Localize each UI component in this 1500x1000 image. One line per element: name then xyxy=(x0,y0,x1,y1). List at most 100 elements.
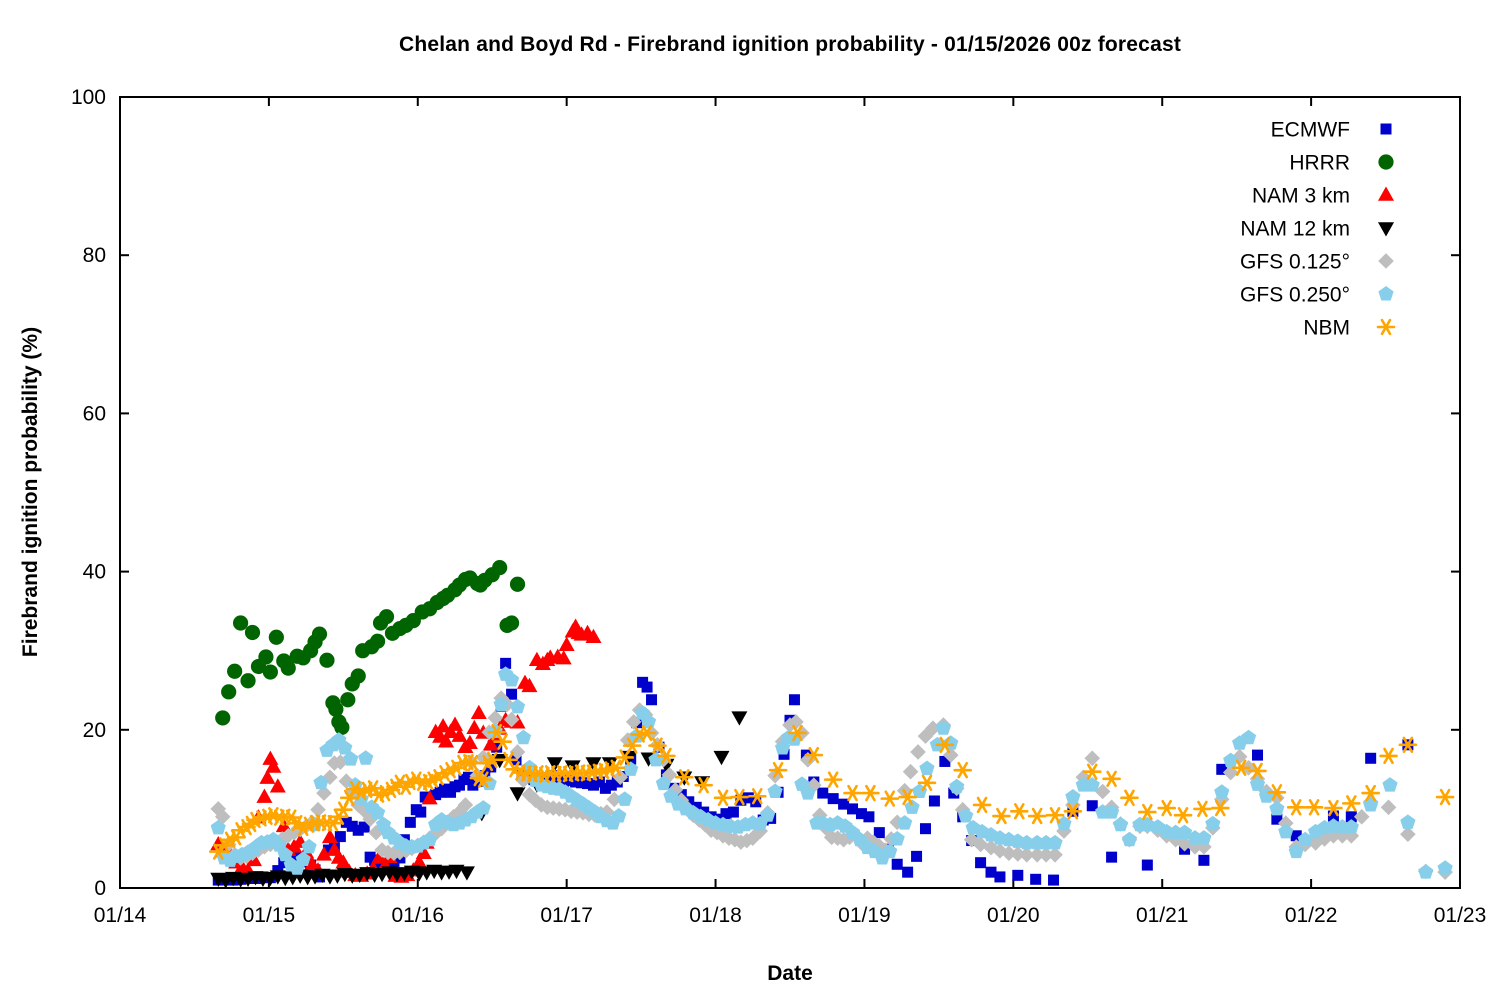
data-point-asterisk xyxy=(1009,803,1029,820)
data-point-asterisk xyxy=(1173,807,1193,824)
data-point-asterisk xyxy=(493,733,512,750)
data-point-asterisk xyxy=(1324,799,1343,817)
data-point-asterisk xyxy=(1138,803,1157,821)
data-point-square xyxy=(570,776,582,788)
data-point-diamond xyxy=(298,818,314,835)
data-point-circle xyxy=(369,633,386,649)
data-point-square xyxy=(506,688,518,700)
data-point-circle xyxy=(262,664,278,680)
data-point-diamond xyxy=(503,711,520,728)
data-point-pentagon xyxy=(337,739,353,755)
data-point-pentagon xyxy=(958,808,974,823)
data-point-asterisk xyxy=(463,754,483,772)
data-point-diamond xyxy=(1018,846,1035,863)
data-point-asterisk xyxy=(861,784,880,802)
data-point-square xyxy=(994,871,1006,883)
data-point-circle xyxy=(240,673,256,689)
data-point-triangle-up xyxy=(335,854,352,869)
data-point-diamond xyxy=(612,769,629,786)
data-point-square xyxy=(750,796,762,808)
data-point-asterisk xyxy=(972,796,992,814)
data-point-pentagon xyxy=(503,671,520,687)
data-point-square xyxy=(1106,851,1118,863)
data-point-square xyxy=(439,783,451,795)
data-point-asterisk xyxy=(1027,807,1047,825)
data-point-triangle-up xyxy=(269,778,286,793)
data-point-square xyxy=(1327,810,1339,822)
data-point-square xyxy=(683,796,695,808)
data-point-diamond xyxy=(1029,846,1045,863)
data-point-pentagon xyxy=(1065,789,1081,804)
data-point-triangle-up xyxy=(321,828,338,844)
legend-label: ECMWF xyxy=(1271,119,1350,142)
data-point-diamond xyxy=(943,747,959,763)
data-point-pentagon xyxy=(1104,804,1120,819)
data-point-pentagon xyxy=(640,713,657,729)
data-point-pentagon xyxy=(1288,843,1304,859)
data-point-asterisk xyxy=(637,724,657,742)
data-point-asterisk xyxy=(880,790,900,807)
data-point-circle xyxy=(492,560,508,576)
x-tick-label: 01/21 xyxy=(1136,904,1189,927)
legend-label: NBM xyxy=(1303,317,1350,340)
legend-item-hrrr: HRRR xyxy=(1289,152,1394,175)
data-point-pentagon xyxy=(358,750,374,765)
data-point-pentagon xyxy=(767,783,783,798)
data-point-square xyxy=(352,824,364,836)
data-point-square xyxy=(1365,752,1377,764)
data-point-asterisk xyxy=(323,814,343,832)
data-point-square xyxy=(1252,749,1264,761)
data-point-pentagon xyxy=(295,851,311,867)
data-point-circle xyxy=(227,663,243,679)
data-point-square xyxy=(605,779,617,791)
x-tick-label: 01/23 xyxy=(1434,904,1487,927)
x-tick-label: 01/18 xyxy=(689,904,742,927)
data-point-triangle-down xyxy=(1378,222,1394,237)
data-point-circle xyxy=(280,660,296,676)
data-point-square xyxy=(939,755,951,767)
x-tick-label: 01/19 xyxy=(838,904,891,927)
data-point-asterisk xyxy=(1398,736,1418,754)
data-point-asterisk xyxy=(804,746,824,764)
data-point-pentagon xyxy=(800,785,816,800)
data-point-asterisk xyxy=(747,788,767,805)
data-point-triangle-up xyxy=(262,750,279,765)
data-point-pentagon xyxy=(271,837,287,852)
data-point-pentagon xyxy=(1019,834,1035,850)
data-point-square xyxy=(593,776,605,788)
data-point-asterisk xyxy=(992,807,1011,825)
data-point-circle xyxy=(340,692,356,708)
legend-item-gfs-0-125: GFS 0.125° xyxy=(1240,251,1394,274)
x-tick-label: 01/20 xyxy=(987,904,1040,927)
data-point-circle xyxy=(503,615,520,631)
data-point-diamond xyxy=(1047,846,1063,863)
data-point-asterisk xyxy=(823,771,843,788)
data-point-circle xyxy=(244,624,261,641)
y-tick-label: 0 xyxy=(94,877,106,900)
data-point-triangle-up xyxy=(461,734,478,750)
data-point-diamond xyxy=(1094,783,1111,800)
data-point-pentagon xyxy=(277,846,293,862)
data-point-diamond xyxy=(310,801,326,818)
data-point-circle xyxy=(221,684,237,700)
data-point-pentagon xyxy=(1363,796,1379,812)
data-point-pentagon xyxy=(1047,834,1063,850)
data-point-diamond xyxy=(910,744,926,760)
data-point-triangle-up xyxy=(421,790,438,805)
data-point-pentagon xyxy=(1400,814,1416,829)
data-point-diamond xyxy=(925,720,941,737)
data-point-square xyxy=(1086,800,1098,812)
data-point-square xyxy=(975,857,987,869)
data-point-triangle-down xyxy=(731,711,748,726)
legend-label: NAM 3 km xyxy=(1252,185,1350,208)
data-point-diamond xyxy=(1380,799,1397,816)
data-point-triangle-up xyxy=(555,650,572,665)
data-point-pentagon xyxy=(1297,831,1313,847)
data-point-pentagon xyxy=(1214,784,1230,799)
data-point-pentagon xyxy=(1112,816,1129,832)
data-point-pentagon xyxy=(343,751,359,766)
data-point-square xyxy=(322,844,334,856)
data-point-square xyxy=(646,694,658,706)
y-tick-label: 40 xyxy=(83,561,106,584)
